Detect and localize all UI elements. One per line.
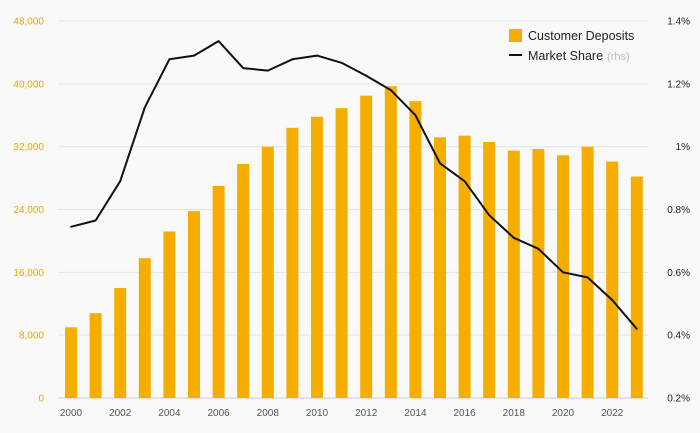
bar [507, 150, 520, 398]
legend-swatch-customer-deposits [509, 29, 522, 42]
x-tick-label: 2004 [158, 408, 181, 419]
line-point [463, 180, 466, 183]
line-point [291, 58, 294, 61]
left-tick-label: 24,000 [13, 205, 44, 216]
right-tick-label: 1.2% [667, 79, 690, 90]
line-point [94, 219, 97, 222]
bar [65, 327, 77, 398]
right-axis-ticks: 0.2% 0.4% 0.6% 0.8% 1% 1.2% 1.4% [667, 17, 690, 405]
x-tick-label: 2008 [257, 408, 280, 419]
line-point [439, 162, 441, 165]
legend-label-market-share-suffix: (rhs) [607, 51, 630, 63]
line-point [119, 180, 122, 183]
bar [532, 149, 545, 398]
x-tick-label: 2002 [109, 408, 132, 419]
x-tick-label: 2000 [60, 408, 83, 419]
line-point [414, 114, 417, 117]
line-point [340, 61, 343, 64]
left-axis-ticks: 0 8,000 16,000 24,000 32,000 40,000 48,000 [13, 17, 44, 405]
bar [409, 101, 422, 399]
line-point [242, 67, 245, 70]
bar-series-customer-deposits [65, 86, 643, 399]
legend-label-customer-deposits: Customer Deposits [528, 29, 634, 43]
bar [434, 137, 446, 398]
bar [89, 313, 102, 398]
bar [360, 95, 373, 398]
x-tick-label: 2012 [355, 408, 378, 419]
right-tick-label: 1% [676, 142, 691, 153]
line-point [586, 276, 589, 279]
line-point [635, 327, 638, 330]
line-series-market-share [70, 40, 638, 330]
left-tick-label: 48,000 [13, 17, 44, 28]
bar [483, 141, 496, 398]
line-point [389, 89, 392, 92]
left-tick-label: 40,000 [13, 79, 44, 90]
line-point [168, 58, 171, 61]
bar [138, 258, 151, 398]
line-point [143, 106, 146, 109]
market-share-line [70, 40, 638, 330]
right-tick-label: 0.6% [667, 268, 690, 279]
right-tick-label: 0.4% [667, 331, 690, 342]
x-tick-label: 2018 [503, 408, 526, 419]
svg-text:Market Share(rhs): Market Share (rhs) [528, 49, 630, 63]
line-point [537, 247, 540, 250]
right-tick-label: 0.2% [667, 394, 690, 405]
bar [557, 155, 569, 398]
legend: Customer Deposits Market Share (rhs) [509, 29, 634, 63]
x-tick-label: 2010 [306, 408, 329, 419]
bar [630, 176, 643, 398]
bar [458, 135, 471, 398]
legend-label-market-share: Market Share [528, 49, 603, 63]
left-tick-label: 16,000 [13, 268, 44, 279]
bar [188, 211, 200, 398]
line-point [266, 69, 269, 72]
x-tick-label: 2014 [404, 408, 427, 419]
bar [261, 146, 274, 398]
right-tick-label: 0.8% [667, 205, 690, 216]
left-tick-label: 32,000 [13, 142, 44, 153]
bar [286, 127, 299, 399]
line-point [611, 299, 614, 301]
x-tick-label: 2016 [453, 408, 476, 419]
bar [212, 185, 225, 398]
x-axis-ticks: 2000 2002 2004 2006 2008 2010 2012 2014 2016 2018… [60, 408, 624, 419]
bar [114, 288, 127, 398]
x-tick-label: 2006 [207, 408, 230, 419]
right-tick-label: 1.4% [667, 17, 690, 28]
bar [335, 108, 348, 399]
bar [606, 161, 619, 398]
line-point [512, 236, 515, 239]
line-point [488, 214, 491, 217]
line-point [217, 40, 220, 43]
line-point [193, 54, 195, 57]
x-tick-label: 2020 [552, 408, 575, 419]
line-point [316, 54, 318, 57]
x-tick-label: 2022 [601, 408, 624, 419]
bar [581, 146, 594, 398]
left-tick-label: 8,000 [19, 331, 44, 342]
line-point [70, 225, 72, 228]
line-point [562, 271, 564, 274]
left-tick-label: 0 [38, 394, 44, 405]
bar [237, 163, 250, 398]
bar [163, 231, 176, 398]
bar [311, 116, 323, 398]
line-point [365, 74, 368, 77]
bar [384, 86, 397, 399]
